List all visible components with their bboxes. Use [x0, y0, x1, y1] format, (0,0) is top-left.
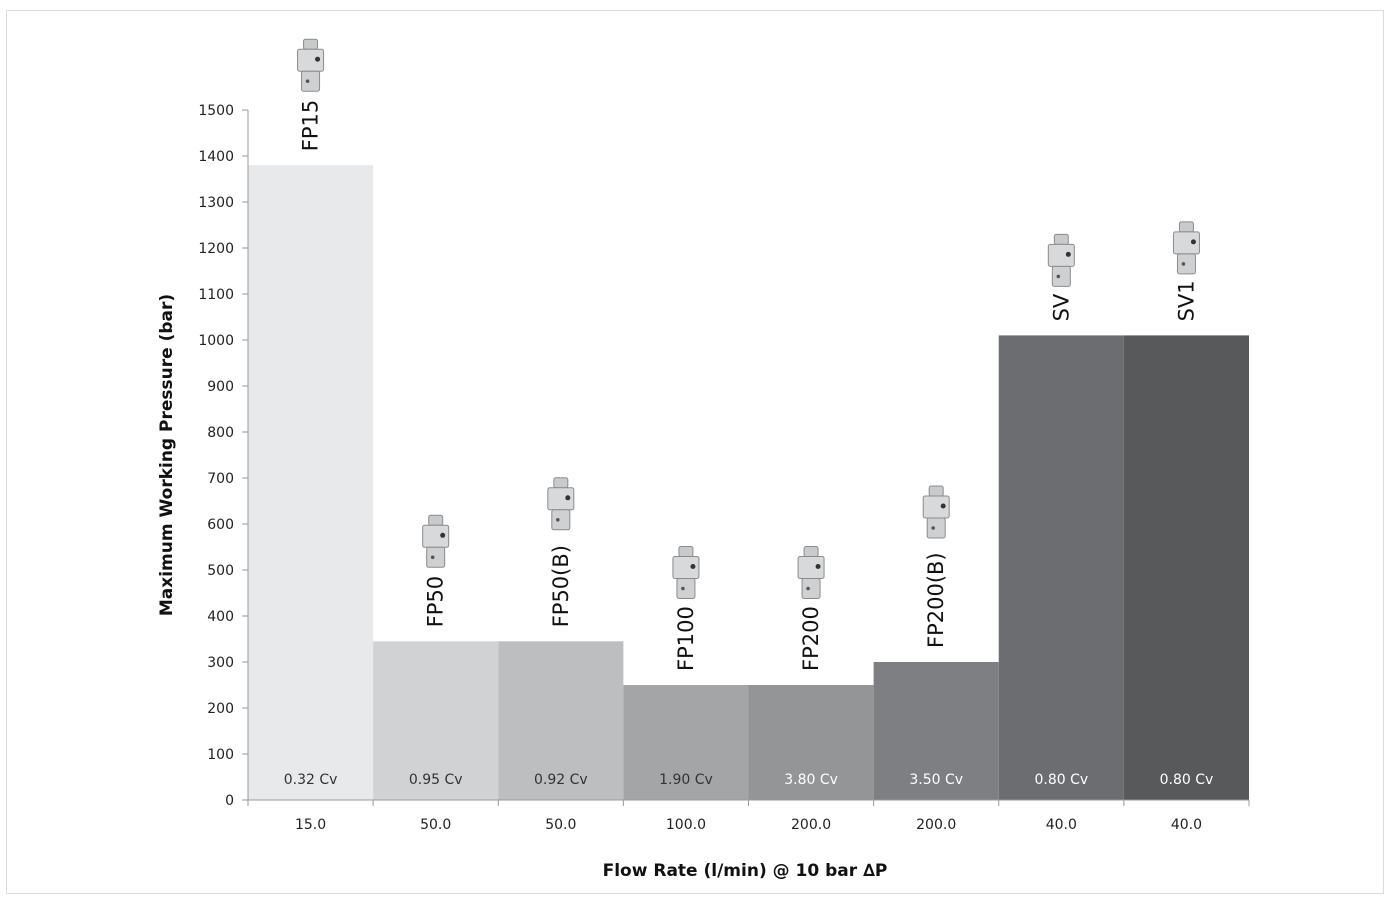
x-tick-label: 200.0: [791, 817, 831, 833]
valve-icon: [547, 477, 575, 531]
bar-name-label: FP200: [799, 606, 823, 671]
bar-name-label: FP200(B): [924, 552, 948, 648]
cv-label: 0.32 Cv: [284, 772, 338, 788]
x-tick-label: 50.0: [420, 817, 451, 833]
y-tick-label: 900: [207, 379, 234, 395]
bar-name-label: FP50(B): [549, 545, 573, 627]
valve-icon: [422, 514, 450, 568]
y-tick-label: 1400: [198, 149, 234, 165]
y-tick-label: 300: [207, 655, 234, 671]
bar-name-label: SV: [1049, 293, 1073, 321]
bar-sv: [998, 335, 1124, 800]
cv-label: 0.92 Cv: [534, 772, 588, 788]
valve-icon: [1047, 233, 1075, 287]
bar-name-label: FP15: [299, 100, 323, 151]
x-tick-label: 40.0: [1046, 817, 1077, 833]
y-tick-label: 1500: [198, 103, 234, 119]
x-tick-label: 40.0: [1171, 817, 1202, 833]
y-tick-label: 800: [207, 425, 234, 441]
chart-frame: [6, 10, 1384, 894]
bar-fp50b: [498, 641, 624, 800]
valve-icon: [797, 546, 825, 599]
y-tick-label: 1300: [198, 195, 234, 211]
valve-icon: [1172, 221, 1200, 275]
y-tick-label: 600: [207, 517, 234, 533]
x-tick-label: 15.0: [295, 817, 326, 833]
axes-layer: 15.0 50.0 50.0 100.0 200.0 200.0 40.0 40.0 0 100 2…: [198, 103, 1250, 833]
y-tick-label: 100: [207, 747, 234, 763]
y-tick-label: 500: [207, 563, 234, 579]
bar-fp200b: [873, 662, 999, 800]
cv-label: 0.95 Cv: [409, 772, 463, 788]
cv-label: 3.50 Cv: [909, 772, 963, 788]
x-tick-label: 200.0: [916, 817, 956, 833]
bar-sv1: [1123, 335, 1249, 800]
cv-label: 0.80 Cv: [1034, 772, 1088, 788]
y-tick-label: 0: [225, 793, 234, 809]
x-tick-label: 100.0: [666, 817, 706, 833]
bar-fp200: [748, 685, 874, 800]
bars-layer: [248, 165, 1249, 800]
bar-name-label: SV1: [1174, 280, 1198, 321]
bar-fp100: [623, 685, 749, 800]
labels-layer: 0.32 Cv FP15 0.95 Cv FP50 0.92 Cv FP50(B) 1.90…: [284, 38, 1214, 788]
cv-label: 1.90 Cv: [659, 772, 713, 788]
bar-name-label: FP100: [674, 606, 698, 671]
x-tick-label: 50.0: [545, 817, 576, 833]
valve-icon: [672, 546, 700, 599]
bar-fp50: [373, 641, 499, 800]
y-tick-label: 1200: [198, 241, 234, 257]
bar-fp15: [248, 165, 374, 800]
bar-name-label: FP50: [424, 576, 448, 627]
y-tick-label: 200: [207, 701, 234, 717]
valve-icon: [297, 38, 325, 92]
y-tick-label: 700: [207, 471, 234, 487]
y-tick-label: 400: [207, 609, 234, 625]
y-axis-title: Maximum Working Pressure (bar): [157, 294, 177, 616]
cv-label: 3.80 Cv: [784, 772, 838, 788]
y-tick-label: 1100: [198, 287, 234, 303]
y-tick-label: 1000: [198, 333, 234, 349]
valve-icon: [922, 485, 950, 539]
x-axis-title: Flow Rate (l/min) @ 10 bar ∆P: [603, 861, 888, 881]
cv-label: 0.80 Cv: [1160, 772, 1214, 788]
